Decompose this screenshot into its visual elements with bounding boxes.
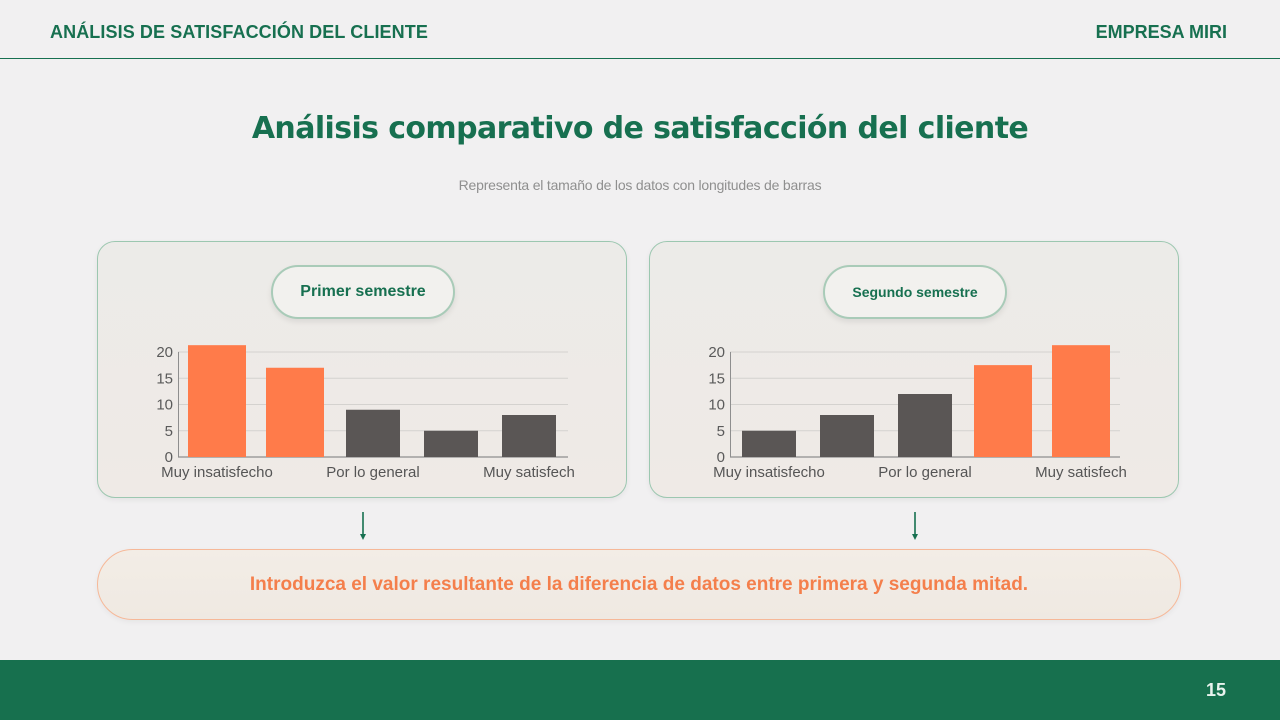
bar-chart-second-semester: 0 5 10 15 20 Muy insatisfecho Por lo general Mu…	[690, 336, 1130, 486]
footer-bar: 15	[0, 660, 1280, 720]
second-semester-label: Segundo semestre	[823, 265, 1007, 319]
page-number: 15	[1205, 680, 1226, 700]
page-title: Análisis comparativo de satisfacción del…	[251, 111, 1029, 146]
bar-insatisfecho	[266, 367, 324, 457]
chart-card-second-semester: Segundo semestre 0 5 10 15 20 Muy insatisfech…	[649, 241, 1179, 498]
bar-muy-satisfech	[1052, 345, 1110, 457]
x-tick-label: Muy satisfech	[483, 464, 575, 481]
down-arrow-icon	[360, 512, 366, 540]
company-name: EMPRESA MIRI	[1095, 22, 1227, 42]
x-tick-label: Muy insatisfecho	[161, 464, 273, 481]
y-tick-label: 20	[156, 344, 173, 361]
difference-input-banner[interactable]: Introduzca el valor resultante de la dif…	[97, 549, 1181, 620]
bar-muy-insatisfecho	[188, 345, 246, 457]
first-semester-label: Primer semestre	[271, 265, 455, 319]
chart-svg: 0 5 10 15 20 Muy insatisfecho Por lo general Mu…	[708, 344, 1127, 481]
bar-muy-insatisfecho	[742, 430, 796, 457]
y-tick-label: 15	[708, 370, 725, 387]
bar-satisfecho	[424, 430, 478, 457]
y-tick-label: 15	[156, 370, 173, 387]
x-tick-label: Muy satisfech	[1035, 464, 1127, 481]
chart-card-first-semester: Primer semestre 0 5 10 15 20 Muy insatisfecho…	[97, 241, 627, 498]
page-subtitle: Representa el tamaño de los datos con lo…	[458, 177, 822, 193]
bar-muy-satisfech	[502, 415, 556, 457]
y-tick-label: 10	[156, 397, 173, 414]
y-tick-label: 20	[708, 344, 725, 361]
y-tick-label: 5	[165, 423, 173, 440]
y-tick-label: 5	[717, 423, 725, 440]
chart-svg: 0 5 10 15 20 Muy insatisfecho Por lo general Mu…	[156, 344, 575, 481]
x-tick-label: Muy insatisfecho	[713, 464, 825, 481]
bar-por-lo-general	[346, 409, 400, 457]
header: ANÁLISIS DE SATISFACCIÓN DEL CLIENTE EMP…	[0, 0, 1280, 59]
y-tick-label: 10	[708, 397, 725, 414]
down-arrow-icon	[912, 512, 918, 540]
x-tick-label: Por lo general	[326, 464, 419, 481]
bar-chart-first-semester: 0 5 10 15 20 Muy insatisfecho Por lo general Mu…	[138, 336, 578, 486]
banner-text: Introduzca el valor resultante de la dif…	[249, 573, 1029, 595]
header-title: ANÁLISIS DE SATISFACCIÓN DEL CLIENTE	[50, 22, 428, 42]
y-tick-label: 0	[717, 449, 725, 466]
x-tick-label: Por lo general	[878, 464, 971, 481]
bar-insatisfecho	[820, 415, 874, 457]
y-tick-label: 0	[165, 449, 173, 466]
bar-satisfecho	[974, 365, 1032, 457]
bar-por-lo-general	[898, 394, 952, 457]
